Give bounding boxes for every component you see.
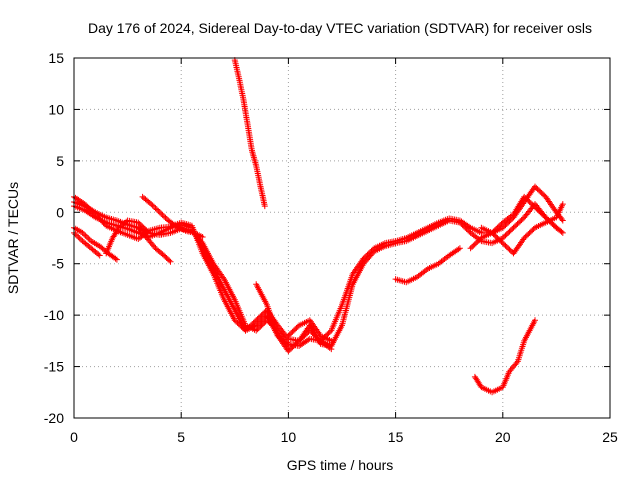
series-arc-14 [392, 245, 463, 286]
series-markers [139, 193, 206, 240]
series-markers [471, 317, 538, 396]
y-tick-label: 5 [56, 153, 64, 169]
x-tick-label: 0 [70, 429, 78, 445]
series-arc-17 [471, 317, 538, 396]
x-tick-label: 10 [281, 429, 297, 445]
series-arc-8 [135, 224, 174, 265]
series-arc-7 [139, 193, 206, 240]
grid-lines [74, 58, 610, 418]
y-tick-label: 15 [48, 50, 64, 66]
series-arc-9 [231, 57, 268, 210]
plot-frame [73, 57, 611, 419]
x-tick-label: 5 [177, 429, 185, 445]
y-tick-label: -20 [44, 410, 64, 426]
x-axis-label: GPS time / hours [287, 457, 394, 473]
series-layer [71, 57, 566, 396]
y-axis-label: SDTVAR / TECUs [5, 182, 21, 294]
y-tick-label: -5 [52, 256, 65, 272]
x-tick-label: 25 [602, 429, 618, 445]
series-markers [478, 193, 560, 236]
y-tick-label: -10 [44, 307, 64, 323]
series-arc-10 [253, 281, 292, 349]
series-markers [253, 281, 292, 349]
series-arc-6 [103, 217, 152, 257]
chart-title: Day 176 of 2024, Sidereal Day-to-day VTE… [88, 20, 592, 36]
y-tick-label: 0 [56, 204, 64, 220]
y-tick-label: 10 [48, 101, 64, 117]
series-markers [135, 224, 174, 265]
series-markers [231, 57, 268, 210]
x-tick-label: 20 [495, 429, 511, 445]
series-markers [392, 245, 463, 286]
series-arc-16 [478, 193, 560, 236]
y-tick-label: -15 [44, 359, 64, 375]
axis-ticks: 0 5 10 15 20 25 -20 -15 -10 -5 0 5 10 15 [44, 50, 618, 445]
x-tick-label: 15 [388, 429, 404, 445]
series-markers [103, 217, 152, 257]
